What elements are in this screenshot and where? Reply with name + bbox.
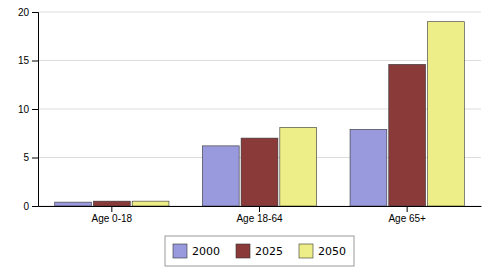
legend-label: 2000 (192, 245, 220, 258)
x-axis: Age 0-18 Age 18-64 Age 65+ (39, 206, 482, 224)
tick-label: 10 (18, 104, 30, 115)
tick-label: 15 (18, 55, 30, 66)
tick-label: 0 (23, 201, 29, 212)
legend-box (165, 236, 354, 266)
tick: 15 (18, 55, 38, 66)
tick: 20 (18, 7, 38, 18)
tick: Age 65+ (388, 206, 426, 224)
chart: 0 5 10 15 20 Age 0-18 Age 18-64 Age 65+ 2000 2025… (0, 0, 493, 278)
y-axis: 0 5 10 15 20 (18, 7, 39, 212)
bar-series (93, 64, 425, 206)
tick-mark (259, 206, 260, 212)
tick-mark (407, 206, 408, 212)
bar (428, 22, 465, 206)
legend-swatch (236, 244, 250, 258)
tick-label: 20 (18, 7, 30, 18)
tick-mark (111, 206, 112, 212)
bar (350, 129, 387, 206)
tick-label: Age 0-18 (92, 213, 133, 224)
bar (389, 64, 426, 206)
bar (93, 201, 130, 206)
legend: 2000 2025 2050 (165, 236, 354, 266)
tick-mark (32, 12, 38, 13)
chart-container: 0 5 10 15 20 Age 0-18 Age 18-64 Age 65+ 2000 2025… (0, 0, 493, 278)
tick: 0 (23, 201, 38, 212)
legend-item: 2000 (173, 244, 220, 258)
legend-item: 2025 (236, 244, 283, 258)
legend-label: 2050 (318, 245, 346, 258)
legend-item: 2050 (299, 244, 346, 258)
tick-mark (32, 109, 38, 110)
bar (202, 146, 239, 206)
grid-line (38, 12, 481, 13)
tick-mark (32, 158, 38, 159)
bar-series (55, 129, 387, 206)
bar (241, 138, 278, 206)
bars (55, 22, 465, 206)
bar (55, 202, 92, 206)
bar (280, 127, 317, 206)
legend-swatch (173, 244, 187, 258)
bar-series (132, 22, 464, 206)
tick-label: Age 18-64 (236, 213, 283, 224)
grid (38, 12, 481, 206)
bar (132, 201, 169, 206)
tick: Age 18-64 (236, 206, 283, 224)
grid-line (38, 60, 481, 61)
tick-label: Age 65+ (388, 213, 426, 224)
tick: Age 0-18 (92, 206, 133, 224)
legend-swatch (299, 244, 313, 258)
tick: 10 (18, 104, 38, 115)
plot: 0 5 10 15 20 Age 0-18 Age 18-64 Age 65+ (18, 7, 482, 224)
tick-mark (32, 206, 38, 207)
tick-label: 5 (23, 152, 29, 163)
tick: 5 (23, 152, 38, 163)
legend-label: 2025 (255, 245, 283, 258)
tick-mark (32, 61, 38, 62)
axis-line (32, 13, 39, 207)
